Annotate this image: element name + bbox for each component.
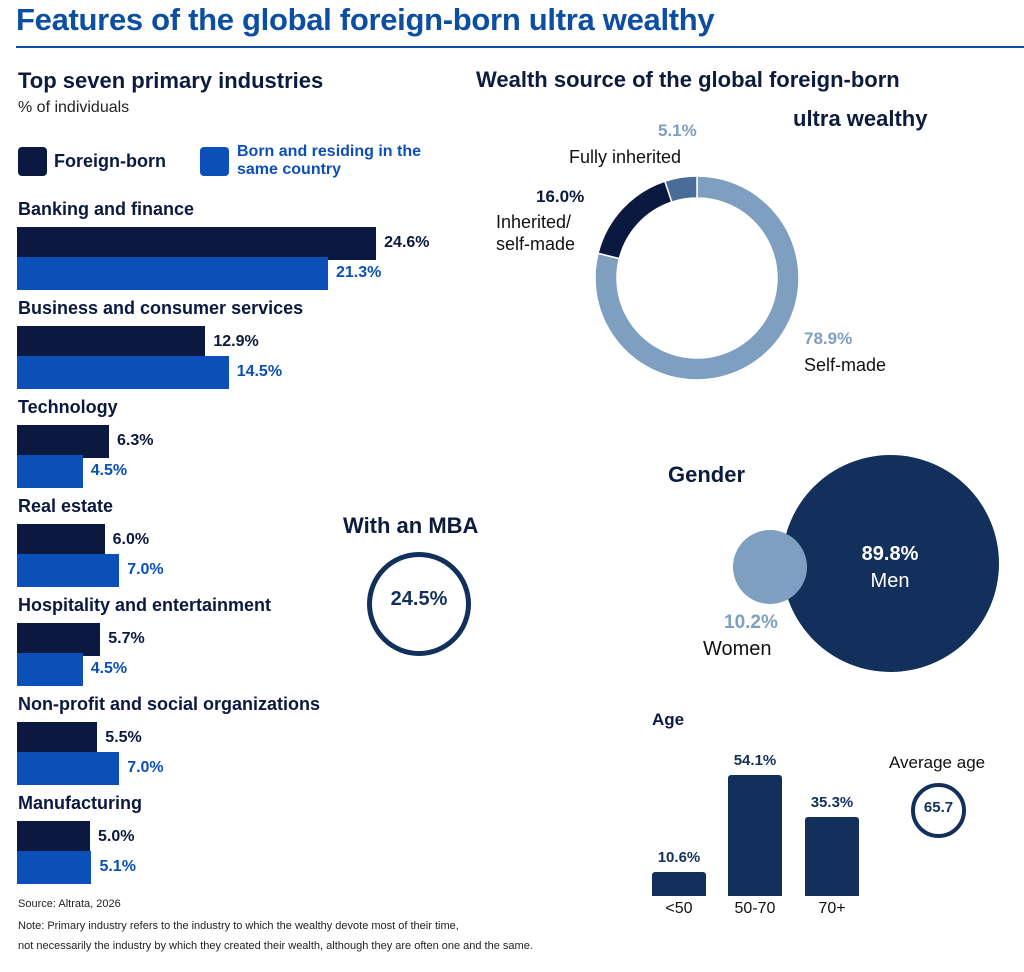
age-value-label: 54.1%: [733, 752, 777, 770]
footnote-line-1: Note: Primary industry refers to the ind…: [18, 920, 459, 932]
page-title: Features of the global foreign-born ultr…: [16, 2, 715, 37]
donut-pct-inherited-self-made: 16.0%: [536, 187, 585, 206]
women-percent: 10.2%: [724, 612, 778, 633]
bar-born-residing: [17, 851, 92, 884]
category-label: Manufacturing: [18, 793, 142, 813]
category-label: Technology: [18, 397, 118, 417]
men-label: Men: [870, 570, 910, 592]
footnote-line-2: not necessarily the industry by which th…: [18, 940, 533, 952]
mba-ring: [367, 552, 471, 656]
women-bubble: [733, 530, 807, 604]
bar-born-residing: [17, 455, 83, 488]
donut-label-fully-inherited: Fully inherited: [569, 147, 682, 167]
age-bar: [805, 817, 859, 896]
source-note: Source: Altrata, 2026: [18, 898, 121, 910]
category-label: Banking and finance: [18, 199, 195, 219]
title-divider: [16, 46, 1024, 48]
bar-value-label: 21.3%: [335, 264, 382, 281]
bar-foreign-born: [17, 524, 105, 557]
age-value-label: 35.3%: [810, 794, 854, 812]
bar-value-label: 7.0%: [127, 561, 164, 578]
donut-slice-self-made: [594, 175, 800, 381]
bar-born-residing: [17, 752, 120, 785]
age-category-label: 50-70: [734, 900, 776, 917]
donut-slice-inherited-self-made: [597, 180, 673, 260]
category-label: Real estate: [18, 496, 114, 516]
industries-subtitle: % of individuals: [18, 99, 130, 116]
gender-title: Gender: [668, 462, 746, 487]
men-percent: 89.8%: [861, 543, 919, 565]
bar-value-label: 4.5%: [90, 660, 128, 677]
bar-born-residing: [17, 356, 229, 389]
donut-pct-fully-inherited: 5.1%: [658, 121, 697, 140]
bar-value-label: 5.7%: [108, 630, 145, 647]
age-category-label: <50: [665, 900, 693, 917]
bar-foreign-born: [17, 326, 206, 359]
donut-label-self-made: Self-made: [804, 355, 887, 375]
average-age-ring: [911, 783, 966, 838]
donut-pct-self-made: 78.9%: [804, 329, 853, 348]
legend-label-born-residing: Born and residing in the same country: [237, 143, 422, 178]
legend-swatch-born-residing: [200, 147, 229, 176]
bar-born-residing: [17, 653, 83, 686]
bar-foreign-born: [17, 722, 98, 755]
wealth-source-title: Wealth source of the global foreign-born: [476, 67, 900, 92]
age-category-label: 70+: [818, 900, 846, 917]
bar-value-label: 4.5%: [90, 462, 128, 479]
bar-foreign-born: [17, 623, 101, 656]
bar-value-label: 6.3%: [116, 432, 154, 449]
bar-foreign-born: [17, 425, 109, 458]
average-age-title: Average age: [889, 753, 986, 772]
average-age-value: 65.7: [923, 799, 954, 816]
category-label: Hospitality and entertainment: [18, 595, 272, 615]
bar-value-label: 5.0%: [98, 828, 135, 845]
bar-born-residing: [17, 257, 328, 290]
bar-value-label: 24.6%: [384, 234, 430, 251]
mba-value: 24.5%: [390, 588, 448, 610]
donut-label-inherited-self-made: Inherited/self-made: [496, 212, 576, 254]
bar-foreign-born: [17, 227, 377, 260]
wealth-source-title-cont: ultra wealthy: [793, 106, 928, 131]
bar-value-label: 12.9%: [213, 333, 259, 350]
age-title: Age: [652, 710, 685, 729]
bar-value-label: 5.5%: [105, 729, 142, 746]
bar-value-label: 5.1%: [99, 858, 136, 875]
mba-title: With an MBA: [343, 513, 479, 538]
legend-swatch-foreign-born: [18, 147, 47, 176]
age-bar: [728, 775, 782, 896]
age-bar: [652, 872, 706, 896]
category-label: Business and consumer services: [18, 298, 304, 318]
bar-value-label: 14.5%: [236, 363, 283, 380]
women-label: Women: [703, 638, 772, 660]
bar-foreign-born: [17, 821, 90, 854]
donut-slice-fully-inherited: [663, 175, 698, 204]
bar-value-label: 6.0%: [112, 531, 150, 548]
age-value-label: 10.6%: [657, 849, 701, 867]
bar-value-label: 7.0%: [127, 759, 164, 776]
industries-title: Top seven primary industries: [18, 68, 324, 93]
bar-born-residing: [17, 554, 120, 587]
category-label: Non-profit and social organizations: [18, 694, 321, 714]
men-bubble: [782, 455, 999, 672]
legend-label-foreign-born: Foreign-born: [54, 151, 166, 171]
